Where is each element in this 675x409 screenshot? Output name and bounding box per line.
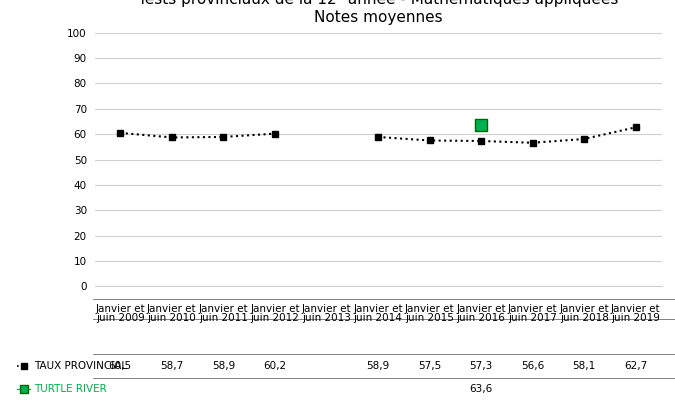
Text: 58,1: 58,1 bbox=[572, 361, 596, 371]
Text: juin 2011: juin 2011 bbox=[199, 313, 248, 323]
Text: Janvier et: Janvier et bbox=[250, 304, 300, 314]
Text: Janvier et: Janvier et bbox=[95, 304, 145, 314]
Text: Janvier et: Janvier et bbox=[405, 304, 454, 314]
Text: TURTLE RIVER: TURTLE RIVER bbox=[34, 384, 107, 394]
Text: Janvier et: Janvier et bbox=[456, 304, 506, 314]
Text: juin 2018: juin 2018 bbox=[560, 313, 609, 323]
Title: Tests provinciaux de la 12ᵉ année - Mathématiques appliquées
Notes moyennes: Tests provinciaux de la 12ᵉ année - Math… bbox=[138, 0, 618, 25]
Text: 57,3: 57,3 bbox=[470, 361, 493, 371]
Text: juin 2012: juin 2012 bbox=[250, 313, 299, 323]
Text: 63,6: 63,6 bbox=[470, 384, 493, 394]
Text: Janvier et: Janvier et bbox=[147, 304, 196, 314]
Text: juin 2010: juin 2010 bbox=[147, 313, 196, 323]
Text: 60,5: 60,5 bbox=[109, 361, 132, 371]
Text: Janvier et: Janvier et bbox=[198, 304, 248, 314]
Text: juin 2019: juin 2019 bbox=[612, 313, 660, 323]
Text: Janvier et: Janvier et bbox=[302, 304, 351, 314]
Text: 57,5: 57,5 bbox=[418, 361, 441, 371]
Text: TAUX PROVINCIAL: TAUX PROVINCIAL bbox=[34, 361, 127, 371]
Text: Janvier et: Janvier et bbox=[560, 304, 609, 314]
Text: juin 2014: juin 2014 bbox=[354, 313, 402, 323]
Text: juin 2017: juin 2017 bbox=[508, 313, 557, 323]
Text: juin 2009: juin 2009 bbox=[96, 313, 144, 323]
Text: juin 2015: juin 2015 bbox=[405, 313, 454, 323]
Text: Janvier et: Janvier et bbox=[508, 304, 558, 314]
Text: 58,9: 58,9 bbox=[212, 361, 235, 371]
Text: 62,7: 62,7 bbox=[624, 361, 647, 371]
Text: juin 2013: juin 2013 bbox=[302, 313, 351, 323]
Text: 60,2: 60,2 bbox=[263, 361, 286, 371]
Text: 58,9: 58,9 bbox=[367, 361, 389, 371]
Text: juin 2016: juin 2016 bbox=[457, 313, 506, 323]
Text: Janvier et: Janvier et bbox=[353, 304, 403, 314]
Text: 56,6: 56,6 bbox=[521, 361, 544, 371]
Text: 58,7: 58,7 bbox=[160, 361, 184, 371]
Text: Janvier et: Janvier et bbox=[611, 304, 661, 314]
